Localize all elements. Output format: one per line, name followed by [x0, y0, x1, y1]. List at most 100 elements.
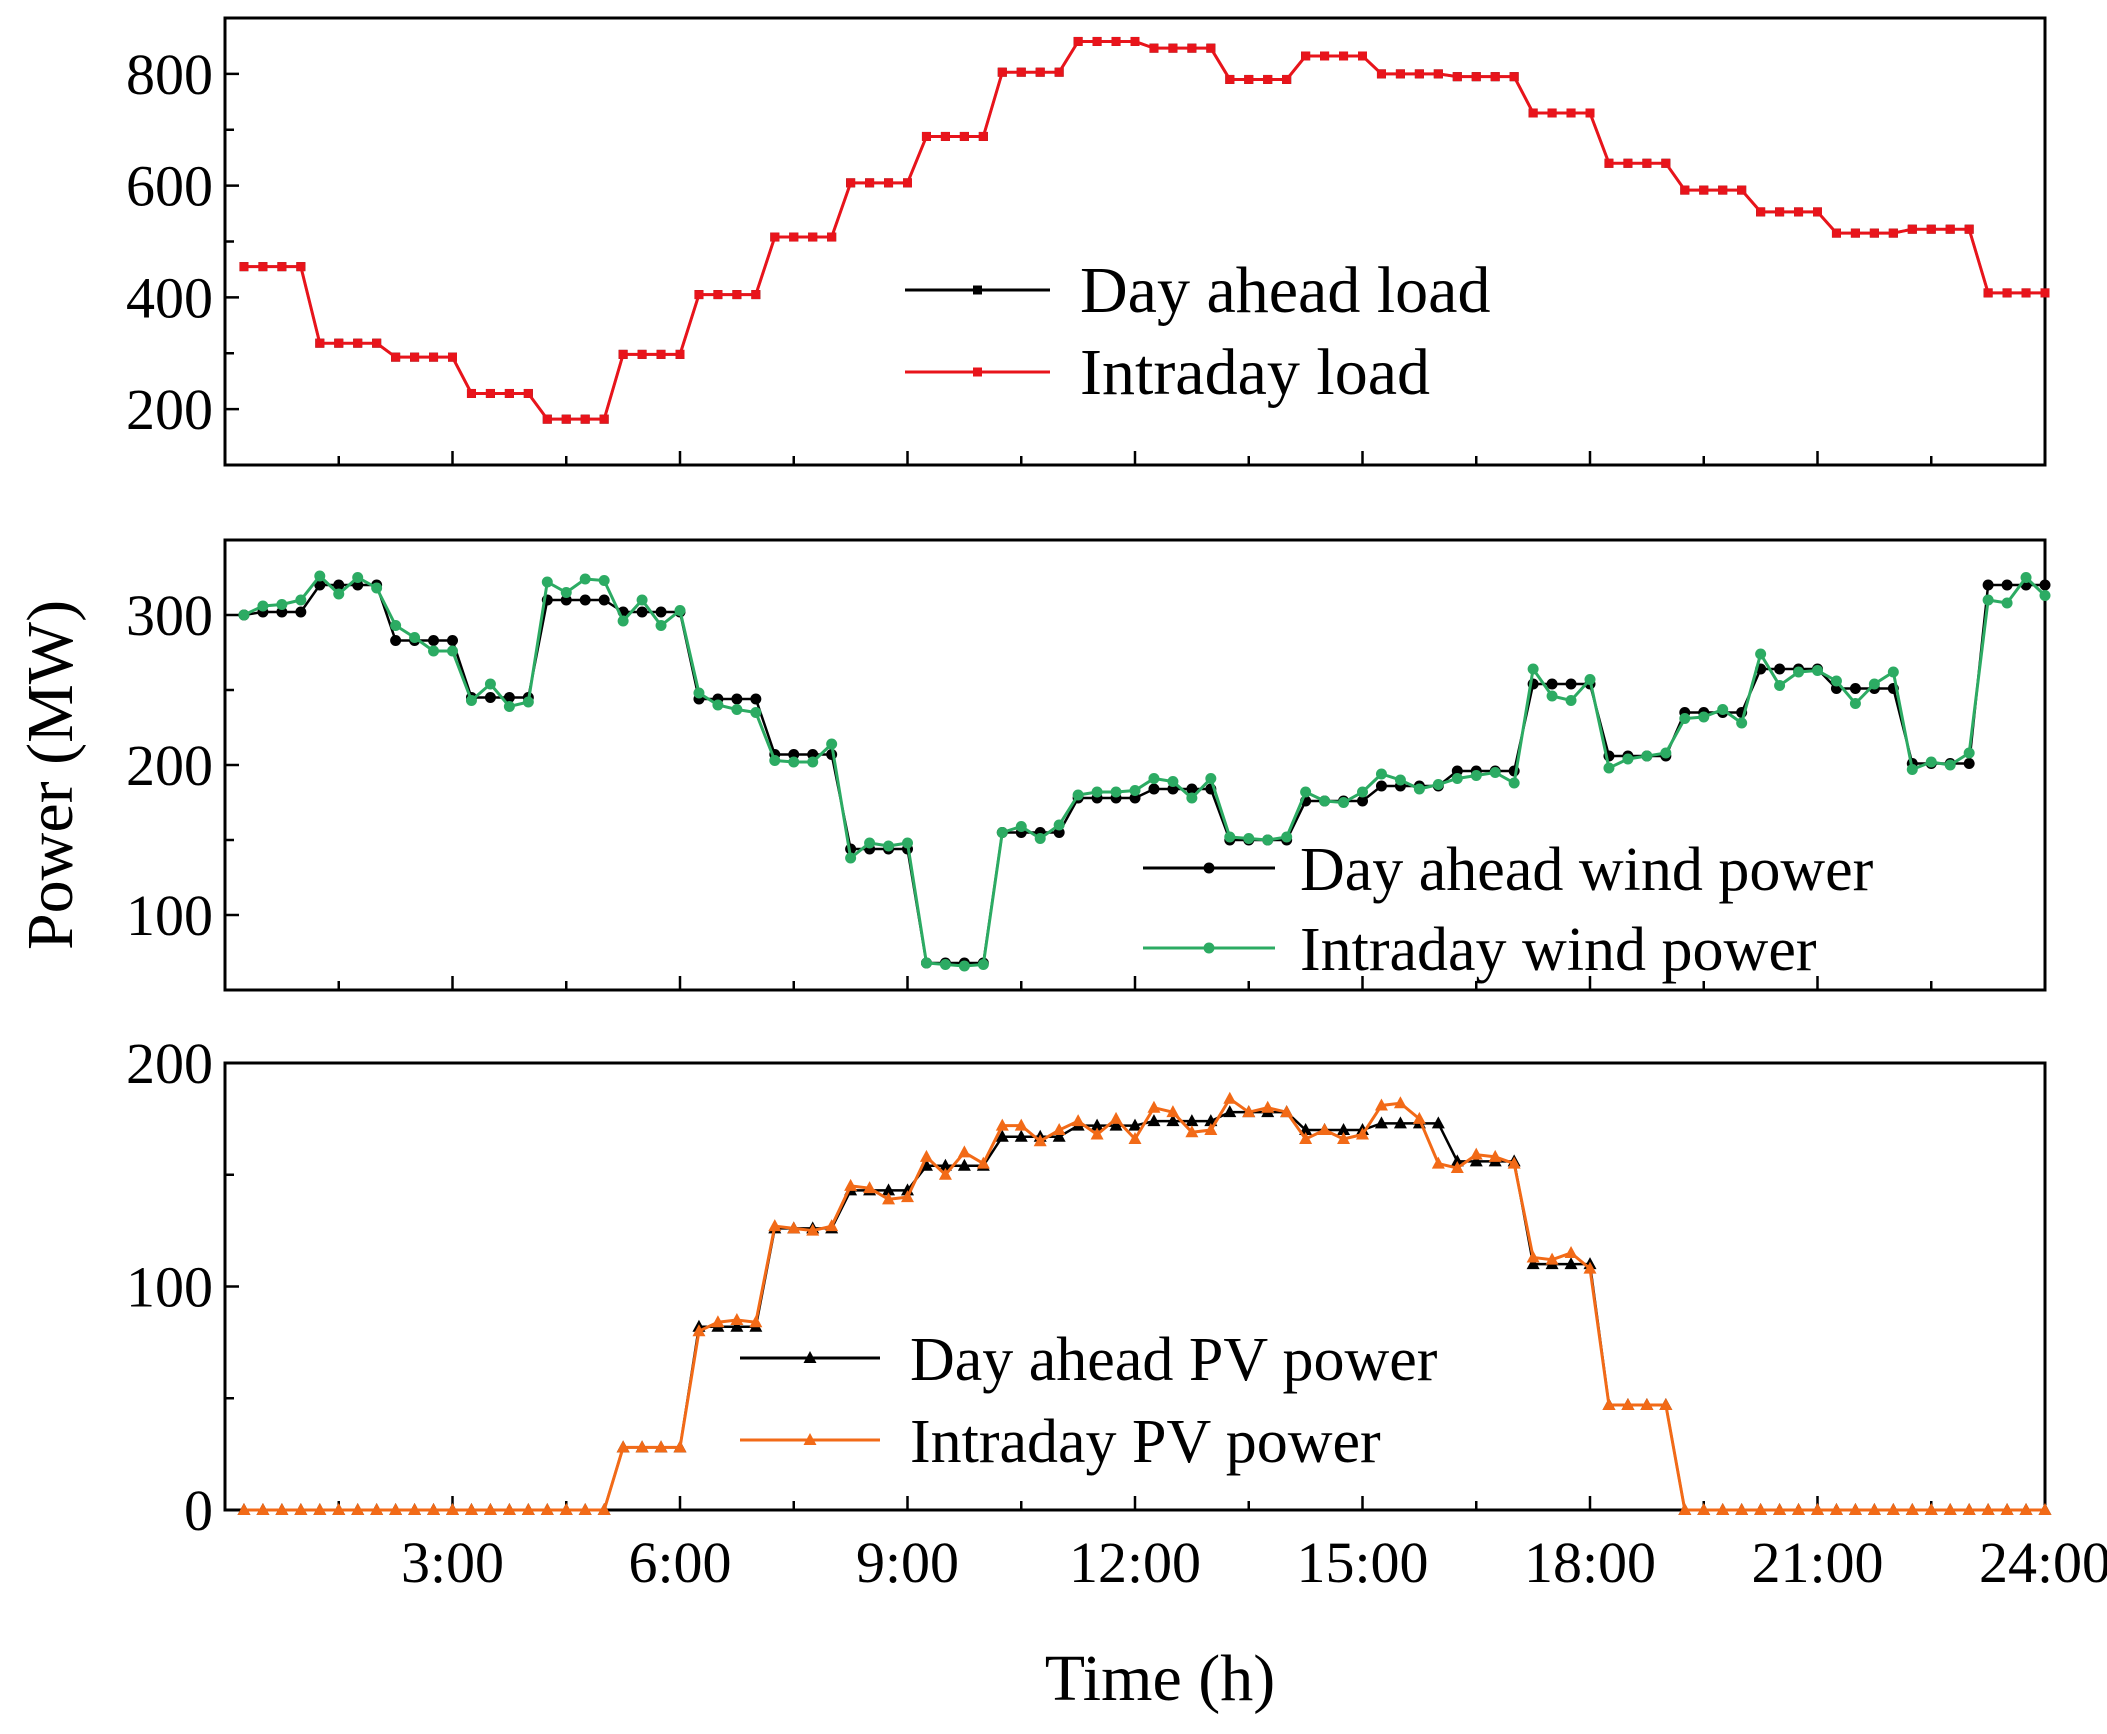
panel-pv: 0 100 200 3:00 6:00 9:00 12:00 15:00 18:00 21:00 2…: [126, 1031, 2107, 1595]
data-point-pv: [1716, 1503, 1730, 1515]
data-point-wind: [826, 738, 838, 750]
data-point-load: [921, 131, 931, 141]
data-point-wind: [428, 635, 440, 646]
data-point-pv: [787, 1221, 801, 1234]
legend-marker-pv: [803, 1351, 817, 1363]
data-point-load: [1111, 36, 1121, 46]
data-point-load: [1850, 228, 1860, 238]
data-point-load: [1414, 69, 1424, 79]
data-point-wind: [598, 594, 610, 606]
panel-wind: 100 200 300 Day ahead wind power Intraday wi…: [126, 538, 2051, 992]
data-point-load: [1680, 185, 1690, 195]
data-point-load: [1376, 69, 1386, 79]
data-point-wind: [314, 579, 326, 591]
data-point-load: [1964, 224, 1974, 234]
data-point-pv: [597, 1503, 611, 1515]
data-point-wind: [1300, 786, 1312, 798]
data-point-wind: [428, 645, 440, 657]
data-point-pv: [1545, 1252, 1559, 1265]
data-point-wind: [1982, 594, 1994, 606]
data-point-load: [1813, 207, 1822, 217]
data-point-pv: [1109, 1111, 1123, 1124]
data-point-load: [599, 414, 609, 424]
data-point-wind: [484, 678, 496, 690]
data-point-wind: [731, 704, 743, 715]
data-point-pv: [673, 1440, 687, 1453]
data-point-load: [1775, 207, 1785, 217]
data-point-wind: [2039, 579, 2051, 591]
data-point-load: [1737, 185, 1747, 195]
x-tick-label: 3:00: [401, 1530, 504, 1595]
data-point-wind: [352, 572, 364, 583]
data-point-pv: [1450, 1154, 1464, 1167]
data-point-pv: [882, 1192, 896, 1205]
data-point-wind: [1357, 795, 1368, 807]
y-tick-label-load: 200: [126, 377, 213, 442]
data-point-wind: [1375, 780, 1387, 792]
legend-label-pv: Day ahead PV power: [910, 1326, 1438, 1394]
data-point-wind: [883, 840, 895, 852]
data-point-wind: [1698, 711, 1710, 723]
data-point-wind: [1224, 831, 1236, 843]
data-point-load: [1016, 67, 1026, 77]
data-point-pv: [294, 1503, 308, 1515]
data-point-load: [542, 414, 552, 424]
data-point-pv: [2038, 1503, 2052, 1515]
data-point-pv: [1602, 1397, 1616, 1410]
data-point-pv: [1640, 1397, 1654, 1410]
data-point-wind: [636, 606, 648, 618]
data-point-wind: [2039, 590, 2051, 601]
data-point-pv: [1128, 1131, 1142, 1144]
data-point-load: [959, 131, 969, 141]
data-point-wind: [1413, 783, 1425, 795]
data-point-pv: [1014, 1118, 1028, 1131]
data-point-wind: [1470, 770, 1482, 781]
data-point-wind: [484, 692, 496, 703]
data-point-load: [1073, 36, 1083, 46]
data-point-pv: [1090, 1118, 1104, 1131]
data-point-load: [1168, 43, 1178, 53]
data-point-load: [1149, 43, 1159, 53]
data-point-wind: [1774, 663, 1786, 675]
data-point-pv: [578, 1503, 592, 1515]
data-point-pv: [938, 1167, 952, 1180]
data-point-wind: [1205, 773, 1217, 784]
data-point-wind: [238, 609, 250, 621]
data-point-load: [1831, 228, 1841, 238]
data-point-pv: [616, 1440, 630, 1453]
data-point-pv: [1735, 1503, 1749, 1515]
data-point-wind: [1793, 666, 1805, 678]
data-point-load: [1244, 74, 1254, 84]
data-point-wind: [1432, 779, 1444, 790]
data-point-pv: [901, 1190, 914, 1203]
data-point-load: [1547, 108, 1557, 118]
x-tick-label: 6:00: [628, 1530, 731, 1595]
data-point-load: [258, 262, 268, 272]
data-point-wind: [1849, 683, 1861, 694]
data-point-pv: [1981, 1503, 1995, 1515]
data-point-load: [466, 388, 476, 398]
data-point-pv: [768, 1219, 782, 1232]
data-point-pv: [730, 1319, 744, 1332]
data-point-pv: [1507, 1156, 1521, 1169]
data-point-load: [296, 262, 306, 272]
y-tick-label-load: 800: [126, 42, 213, 107]
data-point-pv: [1867, 1503, 1881, 1515]
data-point-pv: [1242, 1105, 1256, 1118]
data-point-load: [1907, 224, 1917, 234]
legend-label-load: Day ahead load: [1080, 254, 1490, 327]
data-point-wind: [617, 615, 629, 627]
data-point-load: [1983, 288, 1993, 298]
data-point-load: [884, 178, 894, 188]
data-point-pv: [1052, 1129, 1066, 1142]
data-point-pv: [1374, 1116, 1388, 1129]
data-point-pv: [1223, 1091, 1237, 1104]
data-point-wind: [769, 755, 781, 766]
data-point-wind: [1906, 764, 1918, 775]
data-point-load: [561, 414, 571, 424]
series-load-intraday: [239, 36, 2050, 424]
data-point-pv: [1431, 1116, 1445, 1129]
data-point-wind: [1546, 678, 1558, 690]
data-point-pv: [1924, 1503, 1938, 1515]
data-point-pv: [332, 1503, 346, 1515]
